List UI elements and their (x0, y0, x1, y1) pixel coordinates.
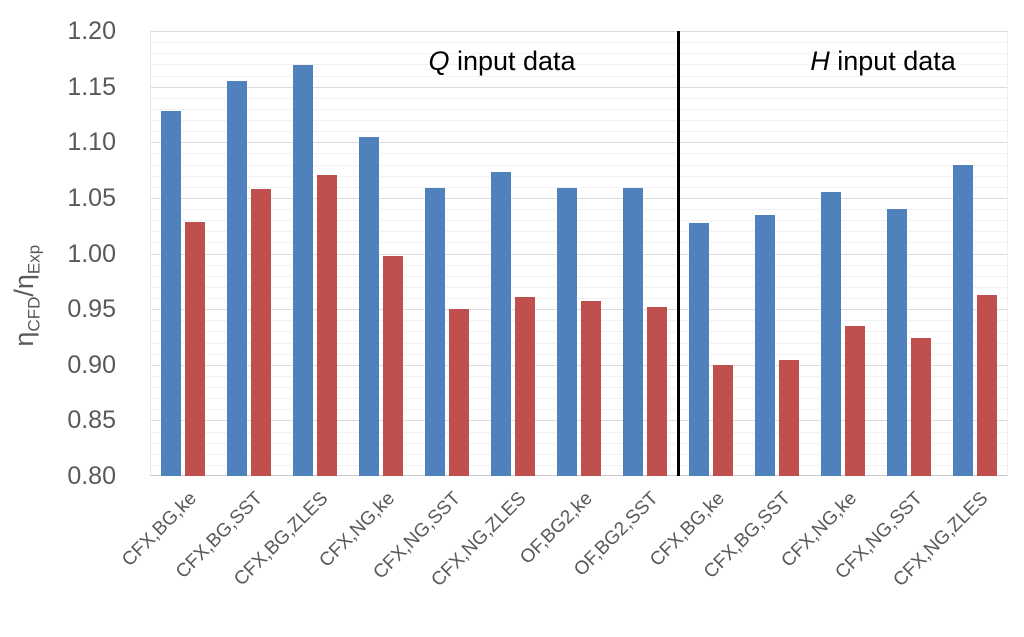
minor-gridline (151, 264, 1007, 266)
y-axis-tick-label: 1.20 (67, 17, 116, 45)
minor-gridline (151, 209, 1007, 210)
annotation-h-symbol: H (810, 46, 830, 76)
minor-gridline (151, 286, 1007, 288)
blue-bar-cfx-ng-sst (425, 187, 445, 476)
minor-gridline (151, 108, 1007, 110)
y-axis-title-eta-cfd: η (9, 331, 40, 347)
minor-gridline (151, 298, 1007, 299)
minor-gridline (151, 387, 1007, 388)
y-axis-tick-label: 1.00 (67, 239, 116, 268)
minor-gridline (151, 64, 1007, 66)
major-gridline (151, 142, 1007, 144)
red-bar-cfx-bg-ke (713, 364, 733, 476)
blue-bar-cfx-ng-sst (887, 209, 907, 476)
minor-gridline (151, 242, 1007, 244)
minor-gridline (151, 320, 1007, 322)
y-axis-tick-label: 0.95 (67, 295, 116, 324)
red-bar-cfx-ng-sst (911, 338, 931, 476)
major-gridline (151, 197, 1007, 199)
red-bar-cfx-ng-zles (977, 294, 997, 476)
blue-bar-cfx-ng-zles (491, 172, 511, 476)
minor-gridline (151, 431, 1007, 433)
minor-gridline (151, 331, 1007, 333)
minor-gridline (151, 220, 1007, 222)
minor-gridline (151, 442, 1007, 444)
blue-bar-cfx-bg-sst (755, 214, 775, 476)
minor-gridline (151, 120, 1007, 121)
y-axis-tick-label: 0.85 (67, 406, 116, 435)
red-bar-cfx-bg-zles (317, 174, 337, 476)
red-bar-cfx-bg-sst (251, 188, 271, 476)
red-bar-cfx-ng-zles (515, 296, 535, 476)
major-gridline (151, 309, 1007, 311)
red-bar-cfx-ng-sst (449, 309, 469, 476)
y-axis-tick-label: 1.10 (67, 128, 116, 157)
minor-gridline (151, 131, 1007, 133)
minor-gridline (151, 42, 1007, 44)
minor-gridline (151, 186, 1007, 188)
minor-gridline (151, 175, 1007, 177)
minor-gridline (151, 164, 1007, 166)
minor-gridline (151, 353, 1007, 355)
annotation-h-input-data: H input data (810, 46, 956, 77)
red-bar-cfx-bg-ke (185, 222, 205, 476)
y-axis-tick-label: 0.90 (67, 350, 116, 379)
blue-bar-cfx-ng-ke (821, 192, 841, 476)
minor-gridline (151, 275, 1007, 277)
red-bar-cfx-ng-ke (845, 325, 865, 476)
red-bar-cfx-bg-sst (779, 360, 799, 476)
red-bar-of-bg2-sst (647, 306, 667, 476)
annotation-h-text: input data (829, 46, 956, 76)
minor-gridline (151, 453, 1007, 455)
y-axis-tick-label: 1.15 (67, 72, 116, 101)
y-axis-title-eta-exp: /η (9, 273, 40, 297)
blue-bar-cfx-bg-sst (227, 81, 247, 476)
minor-gridline (151, 153, 1007, 155)
blue-bar-cfx-bg-ke (161, 111, 181, 476)
minor-gridline (151, 97, 1007, 99)
blue-bar-of-bg2-sst (623, 187, 643, 476)
minor-gridline (151, 398, 1007, 400)
major-gridline (151, 364, 1007, 366)
red-bar-of-bg2-ke (581, 301, 601, 476)
section-divider-line (677, 31, 680, 476)
blue-bar-cfx-ng-ke (359, 136, 379, 476)
y-axis-title-sub-exp: Exp (24, 244, 44, 274)
annotation-q-input-data: Q input data (428, 46, 575, 77)
blue-bar-cfx-bg-ke (689, 223, 709, 476)
minor-gridline (151, 375, 1007, 377)
plot-area (150, 31, 1008, 476)
major-gridline (151, 420, 1007, 422)
blue-bar-of-bg2-ke (557, 187, 577, 476)
minor-gridline (151, 231, 1007, 233)
major-gridline (151, 253, 1007, 255)
annotation-q-symbol: Q (428, 46, 450, 76)
major-gridline (151, 31, 1007, 32)
annotation-q-text: input data (449, 46, 576, 76)
y-axis-tick-label: 0.80 (67, 462, 116, 490)
major-gridline (151, 86, 1007, 88)
y-axis-tick-label: 1.05 (67, 183, 116, 212)
minor-gridline (151, 75, 1007, 77)
minor-gridline (151, 409, 1007, 411)
red-bar-cfx-ng-ke (383, 255, 403, 476)
minor-gridline (151, 342, 1007, 344)
blue-bar-cfx-bg-zles (293, 65, 313, 476)
minor-gridline (151, 53, 1007, 55)
y-axis-title: ηCFD/ηExp (4, 31, 50, 476)
minor-gridline (151, 464, 1007, 466)
y-axis-title-sub-cfd: CFD (24, 296, 44, 332)
blue-bar-cfx-ng-zles (953, 164, 973, 476)
